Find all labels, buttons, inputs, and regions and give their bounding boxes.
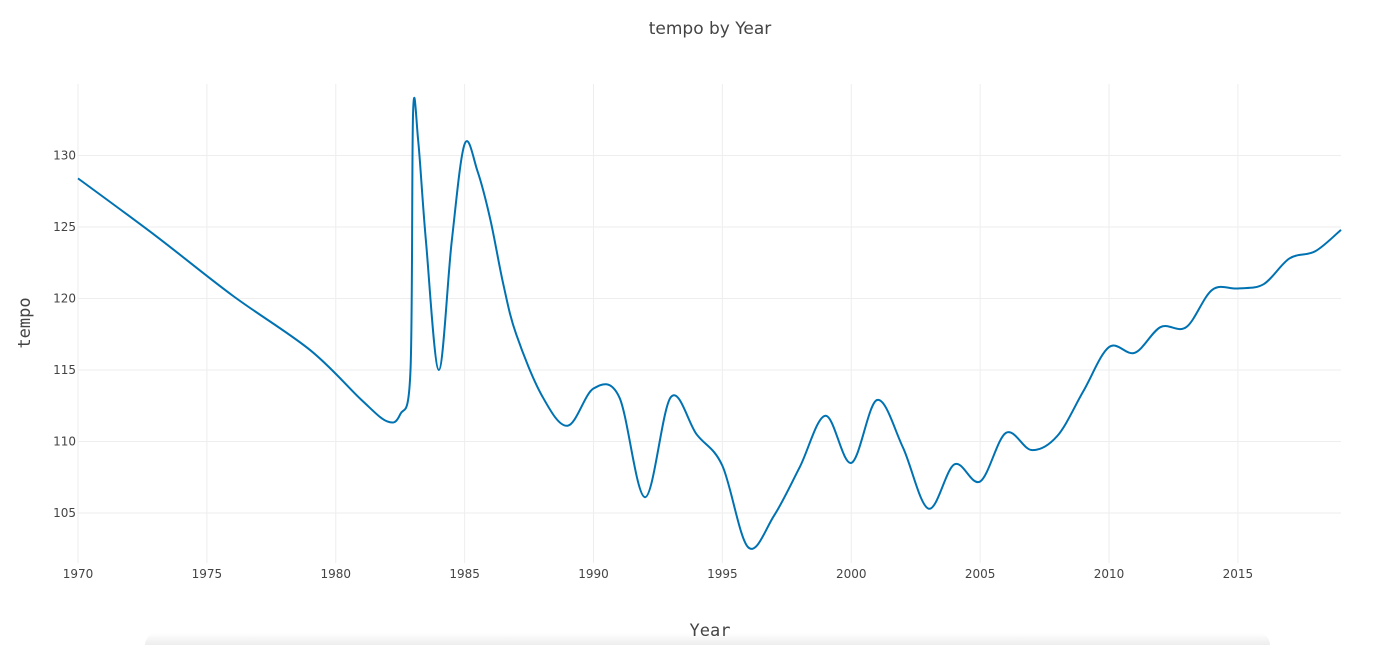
data-point[interactable] (397, 411, 403, 417)
tempo-series-line (77, 96, 1342, 550)
x-tick-label: 1995 (707, 567, 738, 581)
x-tick-label: 1990 (578, 567, 609, 581)
data-point[interactable] (384, 418, 390, 424)
data-point[interactable] (1235, 285, 1241, 291)
data-point[interactable] (475, 168, 481, 174)
data-point[interactable] (1158, 324, 1164, 330)
data-point[interactable] (977, 478, 983, 484)
tick-labels: 1970 1975 1980 1985 1990 1995 2000 2005 2010 2015… (53, 148, 1253, 581)
data-point[interactable] (1286, 255, 1292, 261)
data-point[interactable] (436, 367, 442, 373)
x-tick-label: 1970 (63, 567, 94, 581)
data-point[interactable] (642, 494, 648, 500)
chart-title: tempo by Year (649, 19, 772, 39)
x-tick-label: 2005 (965, 567, 996, 581)
data-point[interactable] (822, 413, 828, 419)
data-point[interactable] (1029, 447, 1035, 453)
data-point[interactable] (500, 281, 506, 287)
data-point[interactable] (771, 513, 777, 519)
y-tick-label: 125 (53, 220, 76, 234)
data-point[interactable] (1080, 388, 1086, 394)
x-tick-label: 1985 (449, 567, 480, 581)
data-point[interactable] (513, 331, 519, 337)
data-point[interactable] (1003, 430, 1009, 436)
data-point[interactable] (1312, 248, 1318, 254)
data-point[interactable] (1183, 324, 1189, 330)
x-tick-label: 1975 (192, 567, 223, 581)
data-point[interactable] (926, 506, 932, 512)
data-point[interactable] (1209, 287, 1215, 293)
data-point[interactable] (1261, 281, 1267, 287)
y-axis-title: tempo (15, 297, 35, 348)
data-point[interactable] (616, 394, 622, 400)
data-point[interactable] (75, 175, 81, 181)
data-point[interactable] (745, 544, 751, 550)
data-point[interactable] (874, 397, 880, 403)
data-point[interactable] (415, 138, 421, 144)
data-point[interactable] (359, 397, 365, 403)
y-tick-label: 110 (53, 434, 76, 448)
data-point[interactable] (848, 460, 854, 466)
y-tick-label: 130 (53, 148, 76, 162)
data-point[interactable] (797, 464, 803, 470)
data-point[interactable] (539, 393, 545, 399)
data-point[interactable] (951, 461, 957, 467)
data-point[interactable] (1338, 227, 1344, 233)
data-point[interactable] (423, 238, 429, 244)
data-point[interactable] (152, 233, 158, 239)
data-point[interactable] (410, 110, 416, 116)
data-point[interactable] (694, 431, 700, 437)
data-point[interactable] (408, 367, 414, 373)
data-point[interactable] (565, 423, 571, 429)
x-tick-label: 2015 (1223, 567, 1254, 581)
x-axis-title: Year (690, 621, 731, 641)
data-point[interactable] (668, 394, 674, 400)
data-point[interactable] (487, 217, 493, 223)
data-point[interactable] (719, 463, 725, 469)
grid-lines (77, 84, 1341, 563)
series-layer (75, 96, 1344, 550)
y-tick-label: 105 (53, 506, 76, 520)
data-point[interactable] (1054, 433, 1060, 439)
data-point[interactable] (230, 293, 236, 299)
x-tick-label: 2000 (836, 567, 867, 581)
data-point[interactable] (900, 444, 906, 450)
y-tick-label: 120 (53, 291, 76, 305)
y-tick-label: 115 (53, 363, 76, 377)
x-tick-label: 1980 (320, 567, 351, 581)
x-tick-label: 2010 (1094, 567, 1125, 581)
data-point[interactable] (462, 141, 468, 147)
bottom-panel-shadow (145, 633, 1270, 645)
data-point[interactable] (591, 386, 597, 392)
data-point[interactable] (1106, 344, 1112, 350)
data-point[interactable] (449, 238, 455, 244)
data-point[interactable] (1132, 350, 1138, 356)
data-point[interactable] (307, 347, 313, 353)
